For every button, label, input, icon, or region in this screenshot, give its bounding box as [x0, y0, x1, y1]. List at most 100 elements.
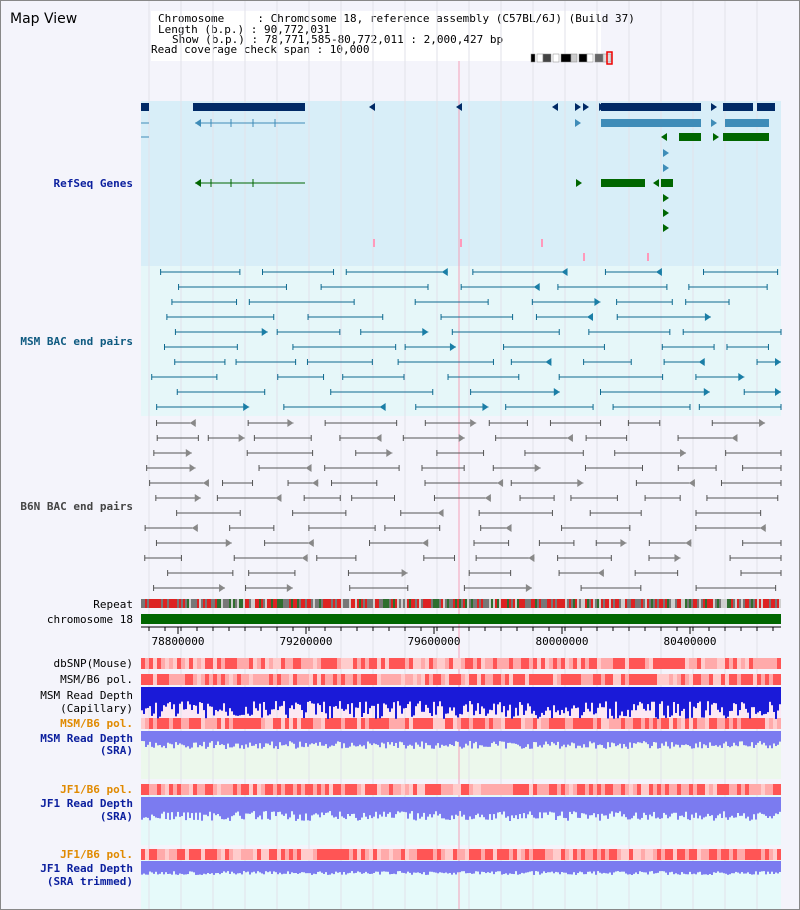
msm-depth-sra-bar: [499, 731, 501, 742]
jf1-depth-sra-bar: [273, 797, 275, 812]
repeat-segment: [521, 599, 523, 608]
msm-pol-sra-cell: [649, 718, 653, 729]
dbsnp-cell: [153, 658, 157, 669]
jf1-depth-sra-bar: [657, 797, 659, 818]
msm-depth-cap-bar: [289, 687, 291, 709]
dbsnp-cell: [333, 658, 337, 669]
jf1-depth-sra-bar: [669, 797, 671, 817]
repeat-segment: [415, 599, 417, 608]
msm-pol-cell: [517, 674, 521, 685]
repeat-segment: [649, 599, 651, 608]
msm-depth-cap-bar: [573, 687, 575, 706]
msm-depth-cap-bar: [739, 687, 741, 711]
jf1-depth-sra-bar: [327, 797, 329, 813]
track-label-jf1-depth-trim[interactable]: JF1 Read Depth: [40, 862, 133, 875]
jf1-depth-sra-bar: [531, 797, 533, 815]
msm-depth-cap-bar: [503, 687, 505, 707]
gene-arrow: [552, 103, 558, 111]
msm-depth-sra-bar: [525, 731, 527, 747]
track-label-msm-depth-cap[interactable]: MSM Read Depth: [40, 689, 133, 702]
jf1-depth-trim-bar: [203, 861, 205, 874]
jf1-depth-sra-bar: [335, 797, 337, 817]
gene-marker: [583, 253, 585, 261]
track-label-jf1-depth-sra[interactable]: JF1 Read Depth: [40, 797, 133, 810]
repeat-segment: [687, 599, 689, 608]
jf1-pol-cell: [341, 784, 345, 795]
jf1-depth-trim-bar: [487, 861, 489, 873]
track-label-msm-b6-pol-sra[interactable]: MSM/B6 pol.: [60, 717, 133, 730]
msm-pol-sra-cell: [689, 718, 693, 729]
track-label-chromosome[interactable]: chromosome 18: [46, 613, 133, 626]
msm-depth-sra-bar: [623, 731, 625, 745]
msm-depth-sra-bar: [585, 731, 587, 748]
jf1-depth-trim-bar: [405, 861, 407, 874]
msm-depth-sra-bar: [263, 731, 265, 747]
repeat-segment: [243, 599, 245, 608]
track-label-b6n-bac[interactable]: B6N BAC end pairs: [20, 500, 133, 513]
repeat-segment: [191, 599, 193, 608]
msm-depth-cap-bar: [231, 687, 233, 712]
track-label-repeat[interactable]: Repeat: [93, 598, 133, 611]
jf1-pol-cell: [333, 784, 337, 795]
repeat-segment: [605, 599, 607, 608]
repeat-segment: [287, 599, 289, 608]
jf1-pol-trim-cell: [453, 849, 457, 860]
repeat-segment: [767, 599, 769, 608]
msm-depth-cap-bar: [333, 687, 335, 707]
jf1-depth-trim-bar: [711, 861, 713, 875]
jf1-pol-cell: [449, 784, 453, 795]
b6n-bac-end-arrow: [287, 419, 294, 427]
jf1-depth-sra-bar: [417, 797, 419, 814]
repeat-segment: [755, 599, 757, 608]
jf1-depth-sra-bar: [385, 797, 387, 817]
msm-pol-cell: [341, 674, 345, 685]
msm-depth-cap-bar: [381, 687, 383, 717]
jf1-depth-trim-bar: [319, 861, 321, 872]
jf1-depth-trim-bar: [323, 861, 325, 874]
track-label-jf1-b6-pol[interactable]: JF1/B6 pol.: [60, 783, 133, 796]
b6n-bac-end-arrow: [577, 479, 584, 487]
msm-depth-sra-bar: [273, 731, 275, 749]
repeat-segment: [505, 599, 507, 608]
jf1-depth-trim-bar: [183, 861, 185, 875]
msm-pol-cell: [585, 674, 589, 685]
jf1-depth-sra-bar: [411, 797, 413, 812]
msm-depth-sra-bar: [557, 731, 559, 742]
msm-pol-sra-cell: [745, 718, 749, 729]
track-label-dbsnp[interactable]: dbSNP(Mouse): [53, 657, 133, 670]
repeat-segment: [583, 599, 585, 608]
msm-depth-sra-bar: [253, 731, 255, 746]
b6n-bac-end-arrow: [688, 479, 695, 487]
track-label-refseq[interactable]: RefSeq Genes: [53, 177, 133, 190]
jf1-depth-sra-bar: [167, 797, 169, 813]
dbsnp-cell: [745, 658, 749, 669]
track-label-jf1-b6-pol-trim[interactable]: JF1/B6 pol.: [60, 848, 133, 861]
track-label-msm-bac[interactable]: MSM BAC end pairs: [20, 335, 133, 348]
jf1-depth-trim-bar: [575, 861, 577, 875]
msm-depth-sra-bar: [437, 731, 439, 744]
jf1-depth-trim-bar: [599, 861, 601, 873]
msm-pol-sra-cell: [725, 718, 729, 729]
jf1-pol-trim-cell: [773, 849, 777, 860]
repeat-segment: [227, 599, 229, 608]
jf1-depth-trim-bar: [591, 861, 593, 874]
msm-depth-sra-bar: [289, 731, 291, 742]
b6n-bac-end-arrow: [238, 434, 245, 442]
msm-depth-sra-bar: [461, 731, 463, 749]
gene-arrow: [576, 179, 582, 187]
repeat-segment: [647, 599, 649, 608]
msm-depth-sra-bar: [423, 731, 425, 749]
msm-depth-cap-bar: [667, 687, 669, 706]
jf1-depth-trim-bar: [515, 861, 517, 872]
repeat-segment: [535, 599, 537, 608]
msm-pol-cell: [309, 674, 313, 685]
msm-pol-cell: [357, 674, 361, 685]
msm-pol-sra-cell: [225, 718, 229, 729]
msm-depth-cap-bar: [609, 687, 611, 709]
dbsnp-cell: [249, 658, 253, 669]
repeat-segment: [173, 599, 175, 608]
jf1-pol-trim-cell: [173, 849, 177, 860]
track-label-msm-b6-pol[interactable]: MSM/B6 pol.: [60, 673, 133, 686]
track-label-msm-depth-sra[interactable]: MSM Read Depth: [40, 732, 133, 745]
